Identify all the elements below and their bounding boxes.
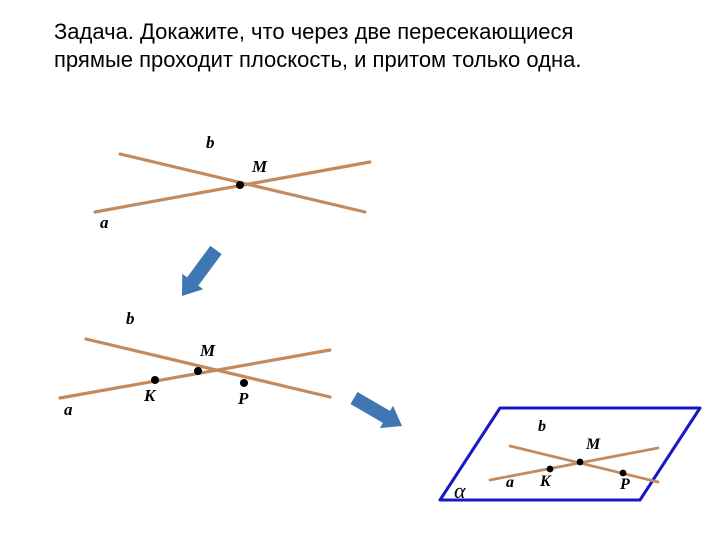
fig3-label-b: b — [538, 418, 546, 436]
fig2-label-b: b — [126, 309, 135, 329]
figure-3 — [440, 408, 700, 500]
fig3-label-M: M — [586, 436, 600, 454]
fig1-label-M: M — [252, 157, 267, 177]
fig3-plane — [440, 408, 700, 500]
fig2-point-P — [240, 379, 248, 387]
fig3-point-K — [547, 466, 554, 473]
fig1-label-b: b — [206, 133, 215, 153]
fig2-point-M — [194, 367, 202, 375]
arrow-1 — [182, 246, 222, 296]
fig3-label-P: P — [620, 476, 630, 494]
figure-1 — [95, 154, 370, 212]
arrow-2 — [350, 392, 402, 428]
fig2-label-a: a — [64, 400, 73, 420]
fig2-line-a — [60, 350, 330, 398]
fig3-label-a: a — [506, 474, 514, 492]
fig1-label-a: a — [100, 213, 109, 233]
geometry-canvas — [0, 0, 720, 540]
fig1-point-M — [236, 181, 244, 189]
fig2-label-M: M — [200, 341, 215, 361]
fig2-label-P: P — [238, 389, 248, 409]
fig3-point-M — [577, 459, 584, 466]
fig3-label-alpha: α — [454, 478, 466, 504]
geometry-slide: { "text": { "problem": "Задача. Докажите… — [0, 0, 720, 540]
fig2-point-K — [151, 376, 159, 384]
figure-2 — [60, 339, 330, 398]
fig3-label-K: K — [540, 473, 551, 491]
fig2-label-K: K — [144, 386, 155, 406]
